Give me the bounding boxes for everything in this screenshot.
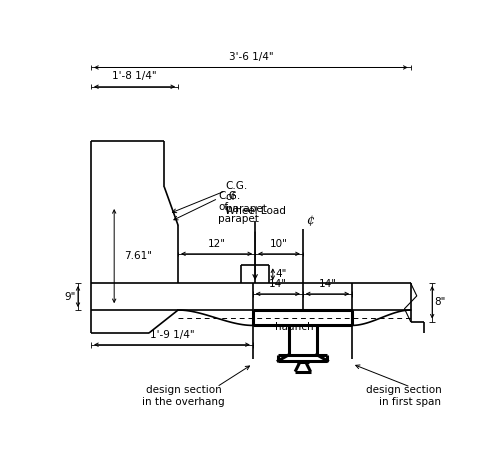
- Text: design section
in the overhang: design section in the overhang: [142, 385, 225, 407]
- Text: 7.61": 7.61": [124, 251, 152, 261]
- Text: Wheel Load: Wheel Load: [225, 206, 286, 216]
- Text: 14": 14": [318, 279, 337, 289]
- Text: C.G.
of
parapet: C.G. of parapet: [218, 191, 259, 224]
- Text: 14": 14": [269, 279, 287, 289]
- Text: 4": 4": [276, 269, 287, 279]
- Text: 1'-9 1/4": 1'-9 1/4": [149, 330, 194, 340]
- Text: 3'-6 1/4": 3'-6 1/4": [228, 52, 273, 62]
- Text: haunch: haunch: [275, 322, 314, 332]
- Text: 8": 8": [435, 297, 446, 307]
- Text: 1'-8 1/4": 1'-8 1/4": [112, 70, 157, 81]
- Text: ¢: ¢: [306, 214, 314, 227]
- Text: C.G.
of
parapet: C.G. of parapet: [226, 181, 267, 214]
- Text: design section
in first span: design section in first span: [366, 385, 442, 407]
- Text: 10": 10": [270, 239, 288, 249]
- Text: 9": 9": [64, 292, 75, 302]
- Text: 12": 12": [208, 239, 225, 249]
